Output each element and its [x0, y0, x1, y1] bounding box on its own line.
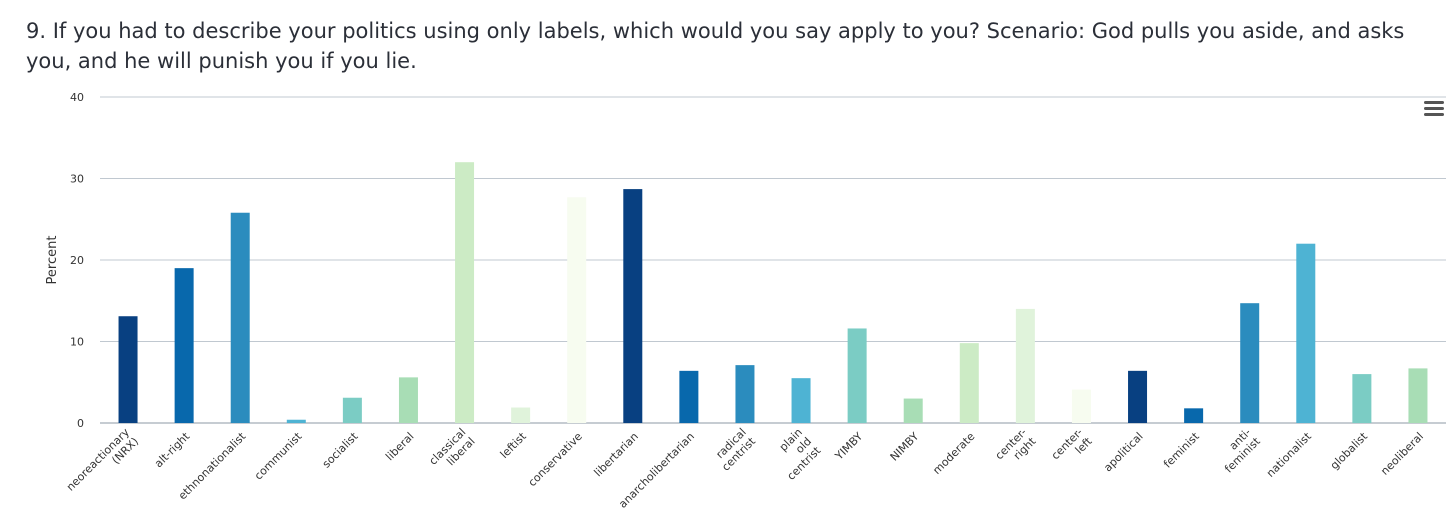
x-tick-label: anti-feminist: [1213, 425, 1263, 475]
y-axis-ticks: 0 10 20 30 40: [70, 91, 84, 430]
bar-apolitical[interactable]: [1128, 370, 1148, 423]
y-tick-label: 10: [70, 336, 84, 349]
bar-leftist[interactable]: [511, 407, 531, 423]
bar-anti-feminist[interactable]: [1240, 303, 1260, 423]
bar-socialist[interactable]: [342, 397, 362, 423]
x-tick-label: communist: [252, 429, 305, 482]
x-tick-label: neoliberal: [1378, 430, 1426, 478]
x-tick-label: globalist: [1328, 429, 1371, 472]
x-tick-label: nationalist: [1264, 429, 1314, 479]
x-tick-label: socialist: [320, 429, 361, 470]
bar-liberal[interactable]: [398, 377, 418, 423]
y-tick-label: 40: [70, 91, 84, 104]
bar-plain-old-centrist[interactable]: [791, 378, 811, 423]
x-tick-label: apolitical: [1101, 430, 1145, 474]
x-tick-label: center-left: [1049, 425, 1095, 471]
x-tick-label: moderate: [930, 430, 977, 477]
bar-globalist[interactable]: [1352, 374, 1372, 423]
bar-communist[interactable]: [286, 419, 306, 423]
bar-alt-right[interactable]: [174, 268, 194, 423]
x-tick-label: feminist: [1161, 429, 1202, 470]
x-tick-label: neoreactionary(NRX): [64, 425, 142, 503]
x-tick-label: leftist: [498, 429, 530, 461]
bar-anarcholibertarian[interactable]: [679, 370, 699, 423]
y-tick-label: 30: [70, 173, 84, 186]
y-tick-label: 20: [70, 254, 84, 267]
bar-yimby[interactable]: [847, 328, 867, 423]
x-tick-label: liberal: [383, 430, 416, 463]
x-tick-label: radicalcentrist: [710, 425, 758, 473]
x-tick-label: classicalliberal: [427, 426, 478, 477]
bar-feminist[interactable]: [1184, 408, 1204, 423]
chart-bars: [118, 162, 1428, 423]
bar-nationalist[interactable]: [1296, 243, 1316, 423]
bar-center-left[interactable]: [1071, 389, 1091, 423]
bar-radical-centrist[interactable]: [735, 365, 755, 423]
x-tick-label: conservative: [526, 430, 585, 489]
bar-moderate[interactable]: [959, 343, 979, 423]
x-tick-label: libertarian: [592, 430, 641, 479]
bar-libertarian[interactable]: [623, 189, 643, 423]
x-tick-label: NIMBY: [888, 430, 922, 464]
x-axis-ticks: neoreactionary(NRX) alt-rightethnonationa…: [64, 425, 1426, 510]
x-tick-label: plainoldcentrist: [766, 425, 824, 483]
y-axis-label: Percent: [45, 236, 60, 285]
bar-nimby[interactable]: [903, 398, 923, 423]
bar-conservative[interactable]: [567, 197, 587, 423]
bar-neoliberal[interactable]: [1408, 368, 1428, 423]
chart-gridlines: [100, 96, 1446, 424]
bar-neoreactionary-nrx[interactable]: [118, 316, 138, 423]
bar-ethnonationalist[interactable]: [230, 212, 250, 423]
x-tick-label: alt-right: [152, 429, 193, 470]
hamburger-menu-icon[interactable]: [1420, 98, 1448, 122]
x-tick-label: center-right: [993, 425, 1039, 471]
y-tick-label: 0: [77, 417, 84, 430]
bar-classical-liberal[interactable]: [455, 162, 475, 423]
bar-center-right[interactable]: [1015, 308, 1035, 423]
x-tick-label: YIMBY: [832, 430, 866, 464]
question-title: 9. If you had to describe your politics …: [26, 19, 1405, 73]
